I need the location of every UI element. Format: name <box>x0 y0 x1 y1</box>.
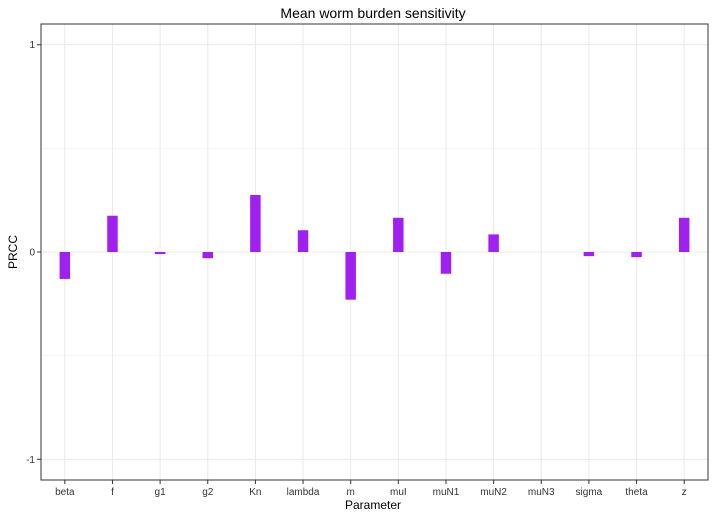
x-tick-label: theta <box>625 487 648 498</box>
bar-theta <box>631 252 642 258</box>
bars <box>59 195 690 300</box>
y-tick-label: 1 <box>29 40 35 51</box>
x-tick-label: muN1 <box>433 487 460 498</box>
bar-g1 <box>154 252 166 255</box>
x-tick-label: g2 <box>202 487 214 498</box>
y-axis-title: PRCC <box>6 235 20 269</box>
bar-z <box>678 217 690 252</box>
x-tick-label: muN3 <box>528 487 555 498</box>
x-tick-label: z <box>682 487 687 498</box>
y-tick-label: -1 <box>26 455 35 466</box>
bar-kn <box>250 195 261 252</box>
bar-g2 <box>202 252 213 259</box>
y-axis: -1 0 1 <box>26 40 41 466</box>
x-tick-label: sigma <box>576 487 603 498</box>
x-axis-title: Parameter <box>345 498 401 512</box>
x-tick-label: lambda <box>287 487 320 498</box>
bar-f <box>107 215 118 252</box>
x-tick-label: muN2 <box>480 487 507 498</box>
x-tick-label: m <box>347 487 355 498</box>
bar-lambda <box>297 230 309 252</box>
bar-beta <box>59 252 71 279</box>
bar-sigma <box>583 252 595 257</box>
grid-lines <box>41 24 708 480</box>
bar-mun2 <box>488 234 499 252</box>
bar-mun1 <box>440 252 452 274</box>
x-axis: beta f g1 g2 Kn lambda m muI muN1 muN2 muN3 sigma th… <box>55 480 687 498</box>
x-tick-label: Kn <box>249 487 261 498</box>
x-tick-label: g1 <box>155 487 167 498</box>
x-tick-label: f <box>111 487 114 498</box>
bar-m <box>345 252 356 300</box>
bar-mui <box>393 217 404 252</box>
chart-title: Mean worm burden sensitivity <box>280 5 465 21</box>
y-tick-label: 0 <box>29 248 35 259</box>
x-tick-label: beta <box>55 487 75 498</box>
x-tick-label: muI <box>390 487 407 498</box>
